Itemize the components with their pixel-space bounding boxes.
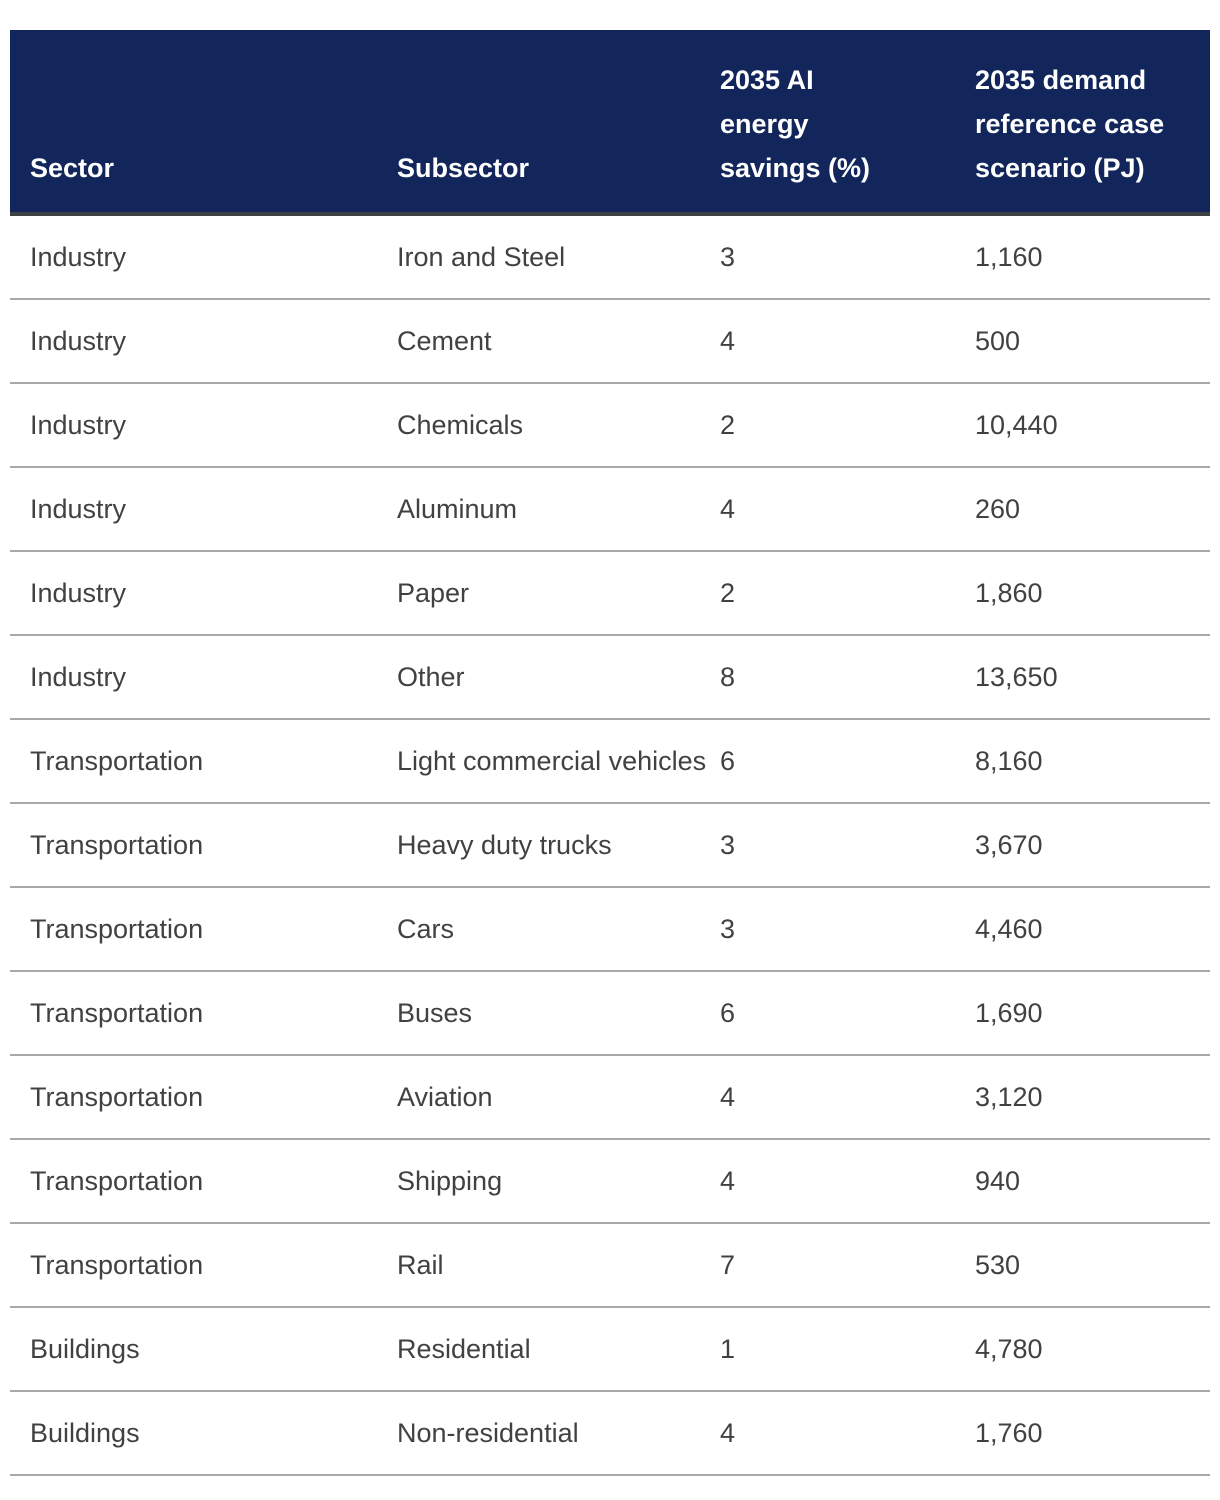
energy-savings-table: Sector Subsector 2035 AI energy savings … — [10, 30, 1210, 1476]
cell-subsector: Paper — [397, 551, 720, 636]
cell-sector: Industry — [10, 383, 397, 468]
cell-demand-pj: 500 — [975, 299, 1210, 384]
cell-subsector: Residential — [397, 1307, 720, 1392]
table-header: Sector Subsector 2035 AI energy savings … — [10, 30, 1210, 216]
cell-savings-pct: 3 — [720, 887, 975, 972]
table-row: Transportation Rail 7 530 — [10, 1223, 1210, 1308]
cell-savings-pct: 4 — [720, 467, 975, 552]
table-row: Industry Iron and Steel 3 1,160 — [10, 214, 1210, 300]
cell-subsector: Cement — [397, 299, 720, 384]
cell-savings-pct: 3 — [720, 803, 975, 888]
table-body: Industry Iron and Steel 3 1,160 Industry… — [10, 214, 1210, 1476]
cell-sector: Industry — [10, 635, 397, 720]
cell-savings-pct: 8 — [720, 635, 975, 720]
cell-savings-pct: 4 — [720, 299, 975, 384]
cell-demand-pj: 13,650 — [975, 635, 1210, 720]
cell-sector: Transportation — [10, 1055, 397, 1140]
column-header-sector: Sector — [10, 30, 397, 216]
column-header-sector-label: Sector — [30, 153, 115, 183]
table-row: Transportation Buses 6 1,690 — [10, 971, 1210, 1056]
cell-demand-pj: 260 — [975, 467, 1210, 552]
table-row: Industry Chemicals 2 10,440 — [10, 383, 1210, 468]
column-header-ai-energy-savings: 2035 AI energy savings (%) — [720, 30, 975, 216]
table-row: Industry Paper 2 1,860 — [10, 551, 1210, 636]
table-row: Transportation Light commercial vehicles… — [10, 719, 1210, 804]
table-row: Buildings Non-residential 4 1,760 — [10, 1391, 1210, 1476]
cell-savings-pct: 6 — [720, 971, 975, 1056]
cell-sector: Industry — [10, 467, 397, 552]
table-row: Industry Aluminum 4 260 — [10, 467, 1210, 552]
header-row: Sector Subsector 2035 AI energy savings … — [10, 30, 1210, 216]
column-header-demand-reference-case: 2035 demand reference case scenario (PJ) — [975, 30, 1210, 216]
cell-demand-pj: 1,860 — [975, 551, 1210, 636]
table-row: Transportation Cars 3 4,460 — [10, 887, 1210, 972]
cell-subsector: Light commercial vehicles — [397, 719, 720, 804]
cell-sector: Transportation — [10, 719, 397, 804]
cell-sector: Transportation — [10, 803, 397, 888]
cell-savings-pct: 6 — [720, 719, 975, 804]
cell-demand-pj: 1,160 — [975, 214, 1210, 300]
cell-demand-pj: 3,670 — [975, 803, 1210, 888]
cell-sector: Industry — [10, 214, 397, 300]
cell-subsector: Rail — [397, 1223, 720, 1308]
cell-savings-pct: 7 — [720, 1223, 975, 1308]
table-row: Transportation Shipping 4 940 — [10, 1139, 1210, 1224]
column-header-subsector-label: Subsector — [397, 153, 530, 183]
cell-demand-pj: 8,160 — [975, 719, 1210, 804]
cell-subsector: Heavy duty trucks — [397, 803, 720, 888]
cell-subsector: Aviation — [397, 1055, 720, 1140]
cell-sector: Industry — [10, 551, 397, 636]
cell-demand-pj: 4,460 — [975, 887, 1210, 972]
cell-subsector: Cars — [397, 887, 720, 972]
cell-subsector: Iron and Steel — [397, 214, 720, 300]
column-header-demand-reference-case-label: 2035 demand reference case scenario (PJ) — [975, 65, 1165, 183]
cell-subsector: Non-residential — [397, 1391, 720, 1476]
cell-savings-pct: 2 — [720, 383, 975, 468]
cell-subsector: Shipping — [397, 1139, 720, 1224]
cell-sector: Transportation — [10, 1223, 397, 1308]
cell-demand-pj: 3,120 — [975, 1055, 1210, 1140]
energy-savings-table-container: Sector Subsector 2035 AI energy savings … — [10, 30, 1210, 1476]
cell-sector: Industry — [10, 299, 397, 384]
column-header-subsector: Subsector — [397, 30, 720, 216]
cell-savings-pct: 4 — [720, 1139, 975, 1224]
table-row: Industry Cement 4 500 — [10, 299, 1210, 384]
cell-subsector: Buses — [397, 971, 720, 1056]
cell-subsector: Chemicals — [397, 383, 720, 468]
cell-savings-pct: 2 — [720, 551, 975, 636]
cell-savings-pct: 4 — [720, 1055, 975, 1140]
cell-sector: Transportation — [10, 887, 397, 972]
cell-demand-pj: 10,440 — [975, 383, 1210, 468]
cell-sector: Transportation — [10, 1139, 397, 1224]
cell-demand-pj: 530 — [975, 1223, 1210, 1308]
cell-savings-pct: 1 — [720, 1307, 975, 1392]
cell-demand-pj: 1,760 — [975, 1391, 1210, 1476]
cell-sector: Buildings — [10, 1391, 397, 1476]
table-row: Buildings Residential 1 4,780 — [10, 1307, 1210, 1392]
cell-demand-pj: 940 — [975, 1139, 1210, 1224]
cell-subsector: Aluminum — [397, 467, 720, 552]
cell-sector: Transportation — [10, 971, 397, 1056]
column-header-ai-energy-savings-label: 2035 AI energy savings (%) — [720, 65, 871, 183]
cell-savings-pct: 4 — [720, 1391, 975, 1476]
cell-subsector: Other — [397, 635, 720, 720]
table-row: Transportation Heavy duty trucks 3 3,670 — [10, 803, 1210, 888]
cell-demand-pj: 4,780 — [975, 1307, 1210, 1392]
cell-savings-pct: 3 — [720, 214, 975, 300]
cell-sector: Buildings — [10, 1307, 397, 1392]
table-row: Industry Other 8 13,650 — [10, 635, 1210, 720]
table-row: Transportation Aviation 4 3,120 — [10, 1055, 1210, 1140]
cell-demand-pj: 1,690 — [975, 971, 1210, 1056]
